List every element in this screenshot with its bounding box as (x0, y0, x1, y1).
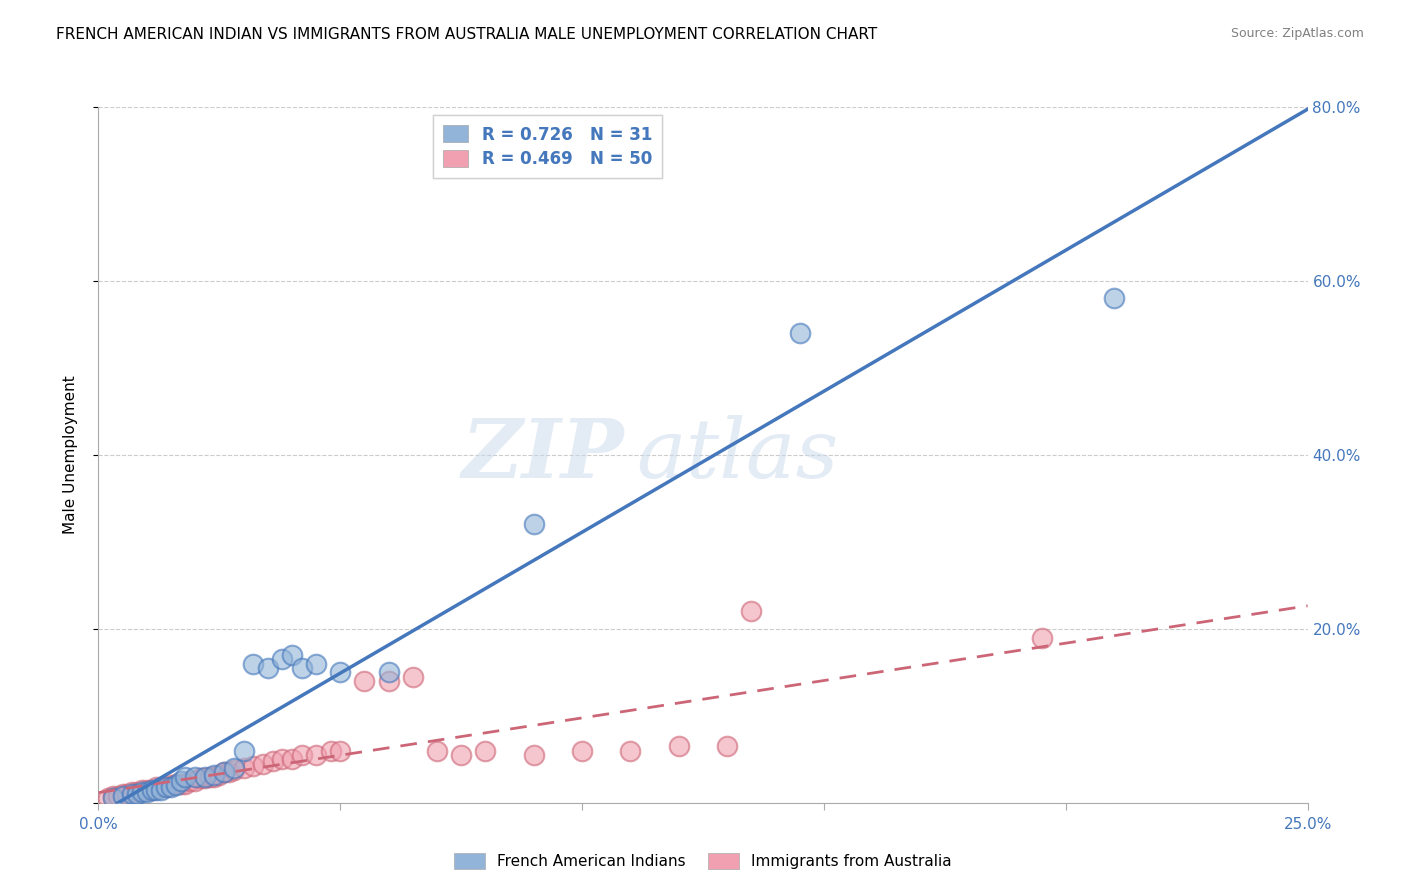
Point (426, 744, 449, 758)
Point (619, 744, 641, 758)
Point (160, 778, 183, 792)
Point (150, 782, 173, 797)
Point (155, 780, 177, 794)
Point (145, 780, 167, 794)
Point (127, 785, 149, 799)
Point (281, 648, 304, 662)
Point (353, 674, 375, 689)
Point (523, 517, 546, 532)
Legend: R = 0.726   N = 31, R = 0.469   N = 50: R = 0.726 N = 31, R = 0.469 N = 50 (433, 115, 662, 178)
Point (174, 777, 197, 791)
Point (329, 744, 352, 758)
Point (97, 791, 120, 805)
Point (165, 777, 187, 791)
Point (212, 765, 235, 780)
Point (145, 782, 167, 797)
Text: ZIP: ZIP (461, 415, 624, 495)
Point (204, 768, 226, 782)
Point (111, 789, 134, 803)
Point (740, 605, 762, 619)
Point (155, 780, 177, 794)
Text: Source: ZipAtlas.com: Source: ZipAtlas.com (1230, 27, 1364, 40)
Point (101, 789, 124, 803)
Point (212, 765, 235, 780)
Point (242, 657, 264, 671)
Point (194, 772, 217, 786)
Point (127, 787, 149, 801)
Point (271, 652, 294, 666)
Point (198, 770, 221, 784)
Point (232, 744, 254, 758)
Point (232, 761, 254, 775)
Y-axis label: Male Unemployment: Male Unemployment (63, 376, 77, 534)
Point (262, 754, 284, 768)
Point (329, 665, 352, 680)
Point (101, 791, 124, 805)
Point (160, 780, 183, 794)
Point (319, 744, 342, 758)
Point (222, 761, 245, 775)
Point (131, 782, 153, 797)
Point (169, 777, 191, 791)
Point (571, 744, 593, 758)
Point (150, 780, 173, 794)
Point (256, 661, 278, 675)
Point (121, 785, 143, 799)
Point (165, 778, 187, 792)
Point (474, 744, 496, 758)
Point (242, 759, 264, 773)
Point (305, 747, 328, 762)
Point (290, 747, 312, 762)
Point (184, 770, 207, 784)
Point (188, 772, 211, 786)
Point (179, 774, 201, 789)
Point (184, 774, 207, 789)
Text: atlas: atlas (637, 415, 839, 495)
Point (218, 765, 240, 780)
Point (204, 770, 226, 784)
Point (135, 785, 157, 799)
Point (377, 665, 399, 680)
Point (450, 747, 472, 762)
Point (252, 756, 274, 771)
Point (135, 782, 157, 797)
Point (281, 752, 304, 766)
Point (1031, 631, 1053, 645)
Point (121, 787, 143, 801)
Point (305, 657, 328, 671)
Point (117, 787, 139, 801)
Point (194, 770, 217, 784)
Point (668, 739, 690, 754)
Point (377, 674, 399, 689)
Point (716, 739, 738, 754)
Point (1102, 291, 1125, 305)
Text: FRENCH AMERICAN INDIAN VS IMMIGRANTS FROM AUSTRALIA MALE UNEMPLOYMENT CORRELATIO: FRENCH AMERICAN INDIAN VS IMMIGRANTS FRO… (56, 27, 877, 42)
Point (141, 782, 163, 797)
Point (107, 789, 129, 803)
Point (131, 785, 153, 799)
Point (174, 770, 197, 784)
Point (523, 747, 546, 762)
Point (141, 782, 163, 797)
Point (402, 670, 425, 684)
Point (111, 787, 134, 801)
Point (290, 661, 312, 675)
Point (789, 326, 811, 340)
Point (208, 768, 231, 782)
Point (222, 763, 245, 777)
Point (271, 752, 294, 766)
Legend: French American Indians, Immigrants from Australia: French American Indians, Immigrants from… (449, 847, 957, 875)
Point (169, 774, 191, 789)
